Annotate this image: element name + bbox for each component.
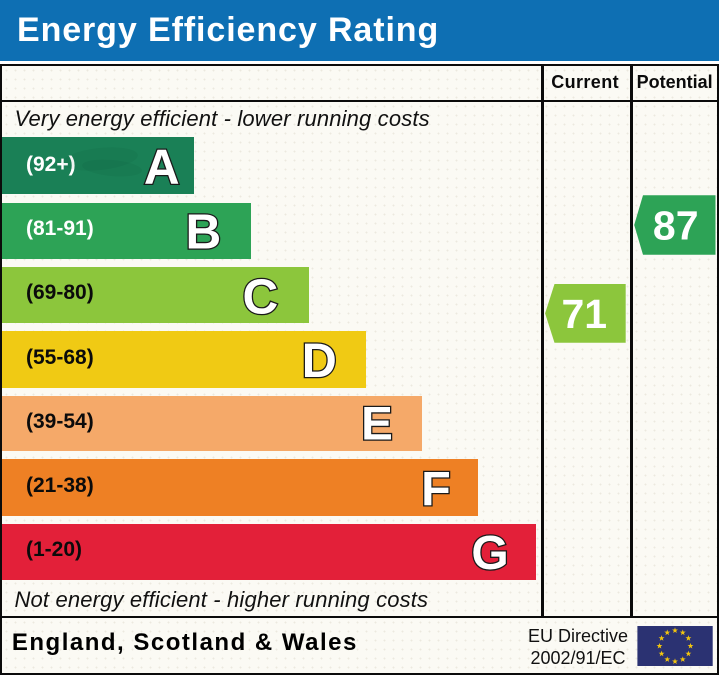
svg-text:F: F [421,462,451,516]
svg-text:71: 71 [561,291,607,337]
svg-text:E: E [361,397,393,450]
svg-text:87: 87 [653,202,699,248]
svg-text:D: D [302,334,337,388]
svg-text:B: B [186,204,222,259]
svg-text:G: G [471,527,508,580]
svg-text:A: A [144,139,180,194]
svg-text:C: C [243,270,279,325]
